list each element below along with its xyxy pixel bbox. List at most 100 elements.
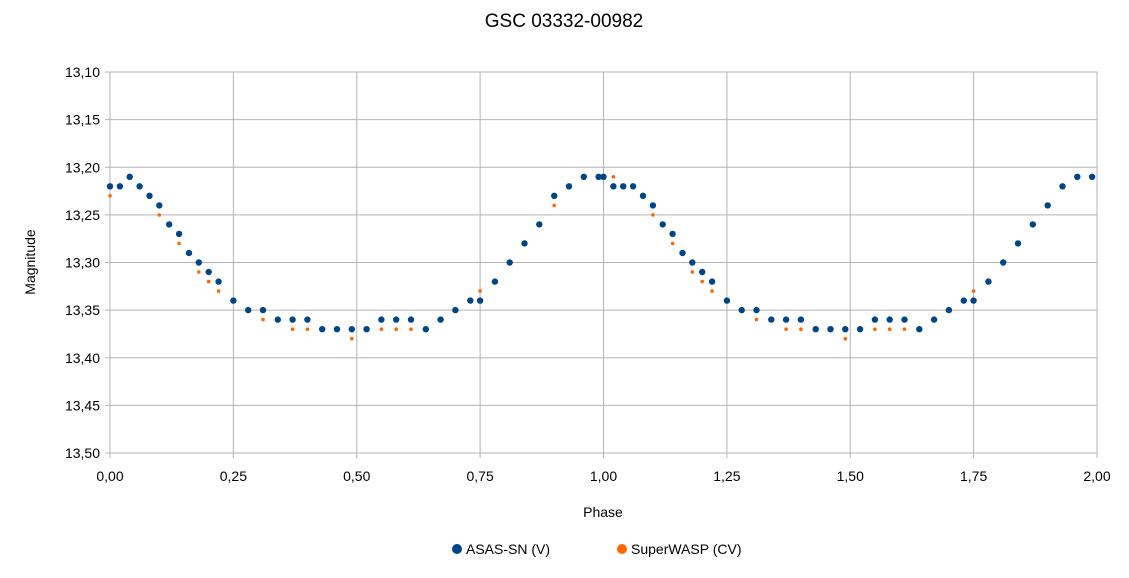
data-point: [409, 327, 413, 332]
data-point: [506, 259, 513, 266]
data-point: [274, 316, 281, 323]
data-point: [1059, 183, 1066, 190]
data-point: [768, 316, 775, 323]
data-point: [379, 327, 384, 332]
data-point: [871, 316, 879, 323]
data-point: [195, 259, 202, 266]
data-point: [350, 336, 354, 341]
data-point: [659, 221, 666, 228]
data-point: [1074, 173, 1081, 180]
data-point: [629, 183, 637, 190]
y-tick-label: 13,15: [65, 112, 100, 128]
data-point: [126, 173, 133, 180]
y-tick-label: 13,35: [65, 302, 100, 318]
y-tick-label: 13,25: [65, 207, 100, 223]
data-point: [215, 278, 222, 285]
data-point: [708, 278, 716, 285]
legend-label: SuperWASP (CV): [631, 541, 741, 557]
x-tick-label: 1,75: [960, 468, 987, 484]
data-point: [422, 326, 429, 333]
x-tick-label: 1,00: [590, 468, 617, 484]
legend-marker: [452, 544, 462, 554]
data-point: [610, 183, 617, 190]
data-point: [146, 192, 153, 199]
data-point: [595, 173, 602, 180]
data-point: [620, 183, 627, 190]
data-point: [305, 327, 310, 332]
data-point: [166, 221, 173, 228]
data-point: [873, 327, 877, 332]
y-axis-ticks: 13,10 13,15 13,20 13,25 13,30 13,35 13,40 13,45…: [65, 64, 110, 461]
data-point: [971, 289, 976, 293]
data-point: [156, 202, 163, 209]
data-point: [319, 326, 326, 333]
data-point: [842, 326, 849, 333]
data-point: [230, 297, 237, 304]
data-point: [887, 327, 892, 332]
plot-grid: [109, 71, 1098, 454]
data-point: [290, 327, 295, 332]
data-point: [536, 221, 543, 228]
data-point: [611, 175, 616, 179]
x-tick-label: 0,50: [343, 468, 370, 484]
data-point: [175, 230, 183, 238]
x-tick-label: 1,50: [837, 468, 864, 484]
data-point: [753, 306, 760, 314]
y-tick-label: 13,45: [65, 397, 100, 413]
data-point: [649, 202, 657, 209]
data-point: [521, 240, 528, 247]
x-axis-ticks: 0,00 0,25 0,50 0,75 1,00 1,25 1,50 1,75 2,00: [96, 453, 1111, 484]
data-point: [945, 306, 953, 314]
data-point: [886, 316, 893, 323]
data-point: [205, 268, 212, 276]
data-point: [393, 316, 400, 323]
data-point: [116, 183, 124, 190]
chart-legend: ASAS-SN (V) SuperWASP (CV): [452, 541, 741, 557]
data-point: [216, 289, 221, 293]
data-point: [565, 183, 573, 190]
data-point: [1044, 202, 1051, 209]
data-point: [289, 316, 296, 323]
data-point: [136, 183, 143, 190]
data-point: [797, 316, 805, 323]
data-point: [710, 289, 714, 293]
data-point: [261, 317, 265, 322]
data-point: [378, 316, 385, 323]
data-point: [784, 327, 788, 332]
data-point: [580, 173, 587, 180]
y-axis-label: Magnitude: [22, 229, 38, 295]
data-point: [699, 268, 706, 276]
data-point: [799, 327, 803, 332]
x-tick-label: 2,00: [1083, 468, 1110, 484]
data-point: [985, 278, 992, 285]
data-point: [970, 297, 977, 304]
data-point: [669, 230, 676, 238]
data-point: [679, 249, 686, 257]
data-point: [206, 279, 211, 284]
data-point: [1014, 240, 1022, 247]
data-point: [197, 270, 201, 274]
data-point: [259, 306, 267, 314]
data-point: [407, 316, 415, 323]
data-point: [478, 289, 482, 293]
data-point: [600, 173, 607, 180]
data-point: [177, 241, 181, 246]
data-point: [930, 316, 938, 323]
x-axis-label: Phase: [583, 504, 623, 520]
data-point: [812, 326, 819, 333]
data-point: [843, 336, 848, 341]
data-point: [467, 297, 474, 304]
data-point: [551, 192, 558, 199]
data-point: [902, 327, 907, 332]
data-point: [476, 297, 484, 304]
data-point: [651, 213, 655, 217]
series-layer: [106, 173, 1096, 341]
data-point: [723, 297, 731, 304]
legend-marker: [617, 544, 627, 554]
data-point: [108, 194, 112, 198]
data-point: [916, 326, 923, 333]
data-point: [639, 192, 647, 199]
x-tick-label: 0,75: [467, 468, 494, 484]
